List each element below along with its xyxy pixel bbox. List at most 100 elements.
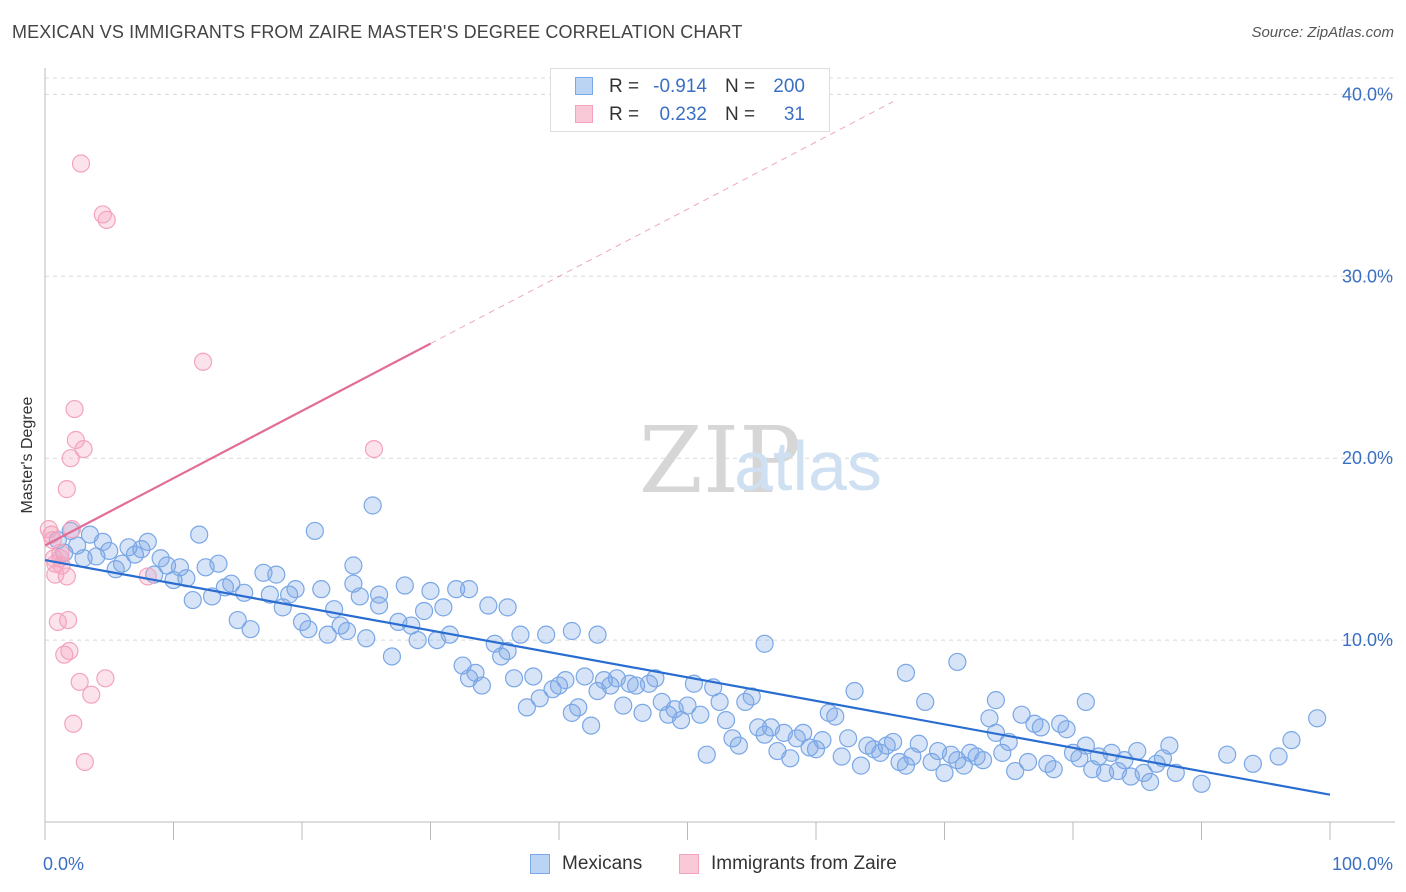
point-mexicans [1012, 705, 1031, 724]
point-zaire [57, 480, 76, 499]
point-zaire [64, 714, 83, 733]
point-zaire [46, 565, 65, 584]
legend-r-value: -0.914 [653, 76, 707, 97]
point-mexicans [1006, 761, 1025, 781]
point-zaire [193, 352, 213, 371]
point-mexicans [132, 540, 151, 559]
legend-label-mexicans: Mexicans [562, 853, 643, 874]
point-zaire [59, 610, 78, 630]
point-mexicans [826, 707, 845, 726]
point-mexicans [325, 600, 344, 619]
point-mexicans [267, 565, 286, 584]
point-zaire [57, 567, 76, 586]
point-mexicans [562, 621, 581, 641]
point-zaire [364, 439, 384, 459]
point-mexicans [678, 696, 697, 715]
point-mexicans [93, 532, 112, 551]
point-mexicans [569, 698, 588, 717]
point-mexicans [100, 541, 119, 561]
point-mexicans [839, 729, 858, 748]
point-mexicans [646, 669, 665, 688]
point-mexicans [755, 725, 774, 744]
point-mexicans [337, 621, 357, 641]
point-mexicans [755, 634, 774, 653]
point-mexicans [697, 745, 716, 764]
point-mexicans [973, 751, 993, 770]
point-mexicans [170, 558, 190, 577]
point-mexicans [260, 585, 279, 604]
point-mexicans [363, 496, 382, 515]
source-label: Source: ZipAtlas.com [1251, 24, 1394, 41]
point-mexicans [472, 676, 491, 695]
point-mexicans [896, 756, 916, 775]
point-zaire [138, 567, 157, 586]
point-mexicans [620, 674, 639, 693]
point-mexicans [909, 734, 928, 753]
point-mexicans [292, 612, 312, 632]
point-mexicans [235, 583, 254, 602]
point-mexicans [479, 596, 498, 615]
point-mexicans [1269, 747, 1288, 766]
point-mexicans [691, 705, 710, 724]
point-mexicans [1160, 736, 1179, 755]
trend-line-zaire [44, 342, 432, 547]
legend-n-label: N = [725, 104, 756, 125]
point-mexicans [723, 729, 742, 748]
point-mexicans [1192, 774, 1211, 793]
point-mexicans [408, 630, 427, 650]
y-tick-label: 30.0% [1342, 266, 1393, 286]
point-mexicans [241, 620, 260, 639]
y-tick-label: 20.0% [1342, 448, 1393, 468]
point-mexicans [1128, 741, 1147, 761]
point-zaire [60, 641, 79, 661]
point-mexicans [556, 671, 575, 690]
point-mexicans [1308, 709, 1327, 728]
point-mexicans [286, 580, 305, 599]
legend-n-value: 200 [773, 76, 805, 97]
point-mexicans [896, 663, 916, 682]
point-mexicans [414, 601, 434, 621]
point-zaire [70, 672, 89, 692]
point-mexicans [138, 532, 157, 551]
trend-lines [44, 101, 1331, 796]
point-mexicans [517, 698, 536, 717]
trend-line-mexicans [44, 558, 1331, 796]
point-mexicans [710, 692, 729, 712]
point-mexicans [537, 625, 556, 644]
point-mexicans [781, 749, 800, 768]
legend-row-zaire: R = 0.232 N = 31 [551, 101, 829, 129]
point-mexicans [209, 554, 228, 573]
point-mexicans [986, 691, 1006, 710]
point-mexicans [851, 756, 871, 775]
point-mexicans [614, 696, 633, 715]
point-mexicans [1134, 763, 1153, 782]
point-mexicans [742, 687, 761, 706]
point-mexicans [806, 740, 826, 759]
point-mexicans [447, 580, 466, 599]
point-zaire [96, 669, 115, 688]
data-points [39, 154, 1327, 793]
point-mexicans [1018, 752, 1038, 772]
point-mexicans [459, 580, 479, 599]
point-mexicans [190, 525, 209, 544]
legend-r-label: R = [609, 104, 640, 125]
point-mexicans [922, 752, 941, 772]
point-mexicans [222, 574, 241, 593]
point-mexicans [357, 629, 376, 648]
point-mexicans [813, 731, 832, 750]
point-mexicans [305, 521, 324, 541]
point-zaire [66, 430, 85, 450]
legend-row-mexicans: R = -0.914 N = 200 [551, 73, 829, 101]
legend-swatch-mexicans [575, 77, 593, 95]
point-mexicans [382, 647, 402, 666]
point-mexicans [312, 580, 331, 599]
point-mexicans [344, 556, 363, 575]
point-mexicans [883, 732, 903, 752]
point-mexicans [1166, 763, 1185, 782]
point-zaire [71, 154, 91, 173]
point-mexicans [1044, 760, 1063, 779]
legend-swatch-zaire [679, 854, 699, 874]
y-tick-label: 10.0% [1342, 630, 1393, 650]
point-mexicans [344, 574, 363, 593]
point-zaire [74, 439, 93, 459]
